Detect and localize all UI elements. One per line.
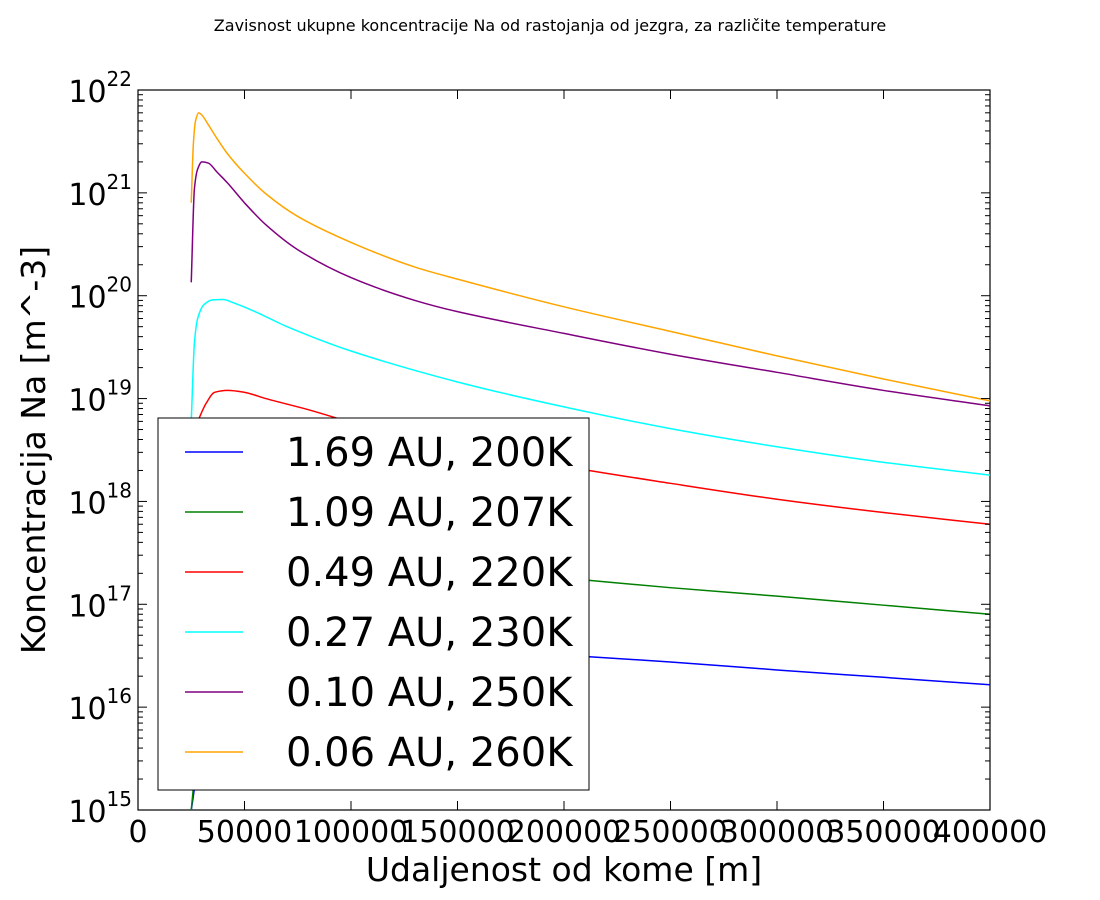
series-line-5 (190, 161, 991, 407)
y-axis-label: Koncentracija Na [m^-3] (14, 246, 53, 654)
legend: 1.69 AU, 200K 1.09 AU, 207K 0.49 AU, 220K 0… (157, 417, 590, 791)
x-tick-label: 300000 (720, 815, 835, 850)
y-tick-label: 1021 (68, 170, 132, 213)
tick-layer (137, 89, 991, 811)
y-tick-label: 1017 (68, 581, 132, 624)
x-tick-label: 400000 (933, 815, 1048, 850)
legend-label-5: 0.10 AU, 250K (286, 670, 574, 716)
legend-label-4: 0.27 AU, 230K (286, 610, 574, 656)
legend-label-2: 1.09 AU, 207K (286, 490, 574, 536)
series-line-6 (190, 112, 991, 402)
x-tick-label: 250000 (613, 815, 728, 850)
x-axis-label: Udaljenost od kome [m] (366, 850, 762, 889)
legend-label-3: 0.49 AU, 220K (286, 550, 574, 596)
x-tick-label: 50000 (197, 815, 292, 850)
x-tick-labels: 0 50000 1000001500002000002500003000003500… (128, 815, 1047, 850)
chart-title: Zavisnost ukupne koncentracije Na od ras… (214, 16, 886, 35)
series-line-4 (190, 298, 991, 476)
x-tick-label: 200000 (507, 815, 622, 850)
x-tick-label: 150000 (400, 815, 515, 850)
y-tick-label: 1018 (68, 478, 132, 521)
legend-entries: 1.69 AU, 200K 1.09 AU, 207K 0.49 AU, 220K 0… (185, 430, 574, 776)
y-tick-label: 1016 (68, 684, 132, 727)
y-tick-label: 1020 (68, 273, 132, 316)
legend-label-1: 1.69 AU, 200K (286, 430, 574, 476)
y-tick-label: 1015 (68, 787, 132, 830)
y-tick-label: 1019 (68, 376, 132, 419)
y-tick-labels: 1015 1016 1017 1018 1019 1020 1021 1022 (68, 67, 132, 830)
y-tick-label: 1022 (68, 67, 132, 110)
x-tick-label: 0 (128, 815, 147, 850)
x-tick-label: 350000 (826, 815, 941, 850)
legend-label-6: 0.06 AU, 260K (286, 730, 574, 776)
x-tick-label: 100000 (294, 815, 409, 850)
legend-box (157, 417, 590, 791)
